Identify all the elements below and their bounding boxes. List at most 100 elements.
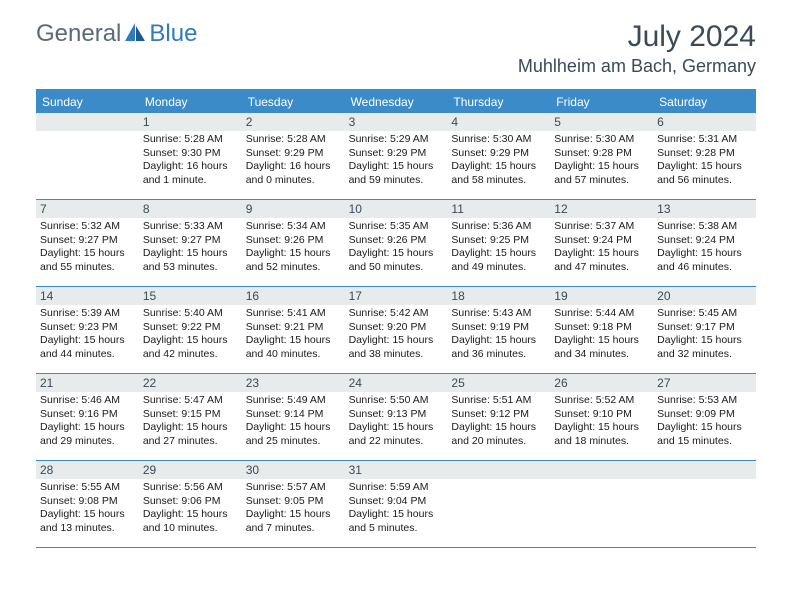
day-number: 6 <box>653 113 756 131</box>
daylight-text: Daylight: 15 hours and 15 minutes. <box>657 421 752 448</box>
sunset-text: Sunset: 9:23 PM <box>40 321 135 335</box>
day-cell: 7Sunrise: 5:32 AMSunset: 9:27 PMDaylight… <box>36 200 139 286</box>
sunrise-text: Sunrise: 5:50 AM <box>349 394 444 408</box>
day-cell: 14Sunrise: 5:39 AMSunset: 9:23 PMDayligh… <box>36 287 139 373</box>
day-cell: 1Sunrise: 5:28 AMSunset: 9:30 PMDaylight… <box>139 113 242 199</box>
daylight-text: Daylight: 16 hours and 1 minute. <box>143 160 238 187</box>
day-cell: 5Sunrise: 5:30 AMSunset: 9:28 PMDaylight… <box>550 113 653 199</box>
day-number: 10 <box>345 200 448 218</box>
daylight-text: Daylight: 15 hours and 5 minutes. <box>349 508 444 535</box>
empty-day-header <box>447 461 550 479</box>
week-row: 28Sunrise: 5:55 AMSunset: 9:08 PMDayligh… <box>36 461 756 548</box>
sunset-text: Sunset: 9:13 PM <box>349 408 444 422</box>
sunrise-text: Sunrise: 5:49 AM <box>246 394 341 408</box>
sunrise-text: Sunrise: 5:42 AM <box>349 307 444 321</box>
daylight-text: Daylight: 15 hours and 40 minutes. <box>246 334 341 361</box>
empty-day-header <box>36 113 139 131</box>
sunset-text: Sunset: 9:16 PM <box>40 408 135 422</box>
sunset-text: Sunset: 9:27 PM <box>40 234 135 248</box>
day-number: 18 <box>447 287 550 305</box>
day-cell: 27Sunrise: 5:53 AMSunset: 9:09 PMDayligh… <box>653 374 756 460</box>
day-number: 1 <box>139 113 242 131</box>
daylight-text: Daylight: 15 hours and 49 minutes. <box>451 247 546 274</box>
day-number: 23 <box>242 374 345 392</box>
sunset-text: Sunset: 9:26 PM <box>349 234 444 248</box>
day-number: 12 <box>550 200 653 218</box>
day-details: Sunrise: 5:51 AMSunset: 9:12 PMDaylight:… <box>447 392 550 453</box>
week-row: 21Sunrise: 5:46 AMSunset: 9:16 PMDayligh… <box>36 374 756 461</box>
day-number: 16 <box>242 287 345 305</box>
sunrise-text: Sunrise: 5:39 AM <box>40 307 135 321</box>
sunrise-text: Sunrise: 5:51 AM <box>451 394 546 408</box>
logo: General Blue <box>36 20 197 48</box>
day-cell: 26Sunrise: 5:52 AMSunset: 9:10 PMDayligh… <box>550 374 653 460</box>
day-cell: 6 Sunrise: 5:31 AMSunset: 9:28 PMDaylight… <box>653 113 756 199</box>
day-details: Sunrise: 5:42 AMSunset: 9:20 PMDaylight:… <box>345 305 448 366</box>
daylight-text: Daylight: 15 hours and 27 minutes. <box>143 421 238 448</box>
sunrise-text: Sunrise: 5:56 AM <box>143 481 238 495</box>
day-cell <box>36 113 139 199</box>
day-cell: 11Sunrise: 5:36 AMSunset: 9:25 PMDayligh… <box>447 200 550 286</box>
daylight-text: Daylight: 15 hours and 13 minutes. <box>40 508 135 535</box>
sunrise-text: Sunrise: 5:31 AM <box>657 133 752 147</box>
day-number: 29 <box>139 461 242 479</box>
day-cell: 20Sunrise: 5:45 AMSunset: 9:17 PMDayligh… <box>653 287 756 373</box>
daylight-text: Daylight: 15 hours and 32 minutes. <box>657 334 752 361</box>
day-number: 17 <box>345 287 448 305</box>
daylight-text: Daylight: 15 hours and 7 minutes. <box>246 508 341 535</box>
day-cell: 31Sunrise: 5:59 AMSunset: 9:04 PMDayligh… <box>345 461 448 547</box>
day-details: Sunrise: 5:40 AMSunset: 9:22 PMDaylight:… <box>139 305 242 366</box>
sunset-text: Sunset: 9:17 PM <box>657 321 752 335</box>
day-details: Sunrise: 5:44 AMSunset: 9:18 PMDaylight:… <box>550 305 653 366</box>
weekday-header: Friday <box>550 91 653 113</box>
calendar: Sunday Monday Tuesday Wednesday Thursday… <box>36 89 756 548</box>
day-cell: 19Sunrise: 5:44 AMSunset: 9:18 PMDayligh… <box>550 287 653 373</box>
day-number: 3 <box>345 113 448 131</box>
daylight-text: Daylight: 15 hours and 10 minutes. <box>143 508 238 535</box>
day-cell: 22Sunrise: 5:47 AMSunset: 9:15 PMDayligh… <box>139 374 242 460</box>
daylight-text: Daylight: 15 hours and 18 minutes. <box>554 421 649 448</box>
day-number: 8 <box>139 200 242 218</box>
day-cell: 10Sunrise: 5:35 AMSunset: 9:26 PMDayligh… <box>345 200 448 286</box>
daylight-text: Daylight: 15 hours and 44 minutes. <box>40 334 135 361</box>
week-row: 14Sunrise: 5:39 AMSunset: 9:23 PMDayligh… <box>36 287 756 374</box>
daylight-text: Daylight: 15 hours and 56 minutes. <box>657 160 752 187</box>
day-cell <box>550 461 653 547</box>
day-details: Sunrise: 5:49 AMSunset: 9:14 PMDaylight:… <box>242 392 345 453</box>
sunset-text: Sunset: 9:14 PM <box>246 408 341 422</box>
day-cell: 3Sunrise: 5:29 AMSunset: 9:29 PMDaylight… <box>345 113 448 199</box>
sunset-text: Sunset: 9:10 PM <box>554 408 649 422</box>
sunset-text: Sunset: 9:22 PM <box>143 321 238 335</box>
day-number: 13 <box>653 200 756 218</box>
daylight-text: Daylight: 15 hours and 58 minutes. <box>451 160 546 187</box>
sunset-text: Sunset: 9:27 PM <box>143 234 238 248</box>
day-cell: 16Sunrise: 5:41 AMSunset: 9:21 PMDayligh… <box>242 287 345 373</box>
day-cell: 30Sunrise: 5:57 AMSunset: 9:05 PMDayligh… <box>242 461 345 547</box>
sunset-text: Sunset: 9:08 PM <box>40 495 135 509</box>
day-details: Sunrise: 5:38 AMSunset: 9:24 PMDaylight:… <box>653 218 756 279</box>
day-number: 25 <box>447 374 550 392</box>
sunset-text: Sunset: 9:09 PM <box>657 408 752 422</box>
month-title: July 2024 <box>518 20 756 54</box>
day-details: Sunrise: 5:57 AMSunset: 9:05 PMDaylight:… <box>242 479 345 540</box>
day-details: Sunrise: 5:33 AMSunset: 9:27 PMDaylight:… <box>139 218 242 279</box>
sunset-text: Sunset: 9:25 PM <box>451 234 546 248</box>
day-number: 31 <box>345 461 448 479</box>
sunrise-text: Sunrise: 5:44 AM <box>554 307 649 321</box>
day-number: 24 <box>345 374 448 392</box>
day-number: 15 <box>139 287 242 305</box>
daylight-text: Daylight: 15 hours and 29 minutes. <box>40 421 135 448</box>
day-number: 7 <box>36 200 139 218</box>
weekday-header-row: Sunday Monday Tuesday Wednesday Thursday… <box>36 91 756 113</box>
empty-day-header <box>653 461 756 479</box>
day-details: Sunrise: 5:30 AMSunset: 9:29 PMDaylight:… <box>447 131 550 192</box>
day-details: Sunrise: 5:34 AMSunset: 9:26 PMDaylight:… <box>242 218 345 279</box>
sunset-text: Sunset: 9:29 PM <box>246 147 341 161</box>
sunset-text: Sunset: 9:28 PM <box>657 147 752 161</box>
day-number: 4 <box>447 113 550 131</box>
sunset-text: Sunset: 9:30 PM <box>143 147 238 161</box>
sunrise-text: Sunrise: 5:34 AM <box>246 220 341 234</box>
day-cell: 29Sunrise: 5:56 AMSunset: 9:06 PMDayligh… <box>139 461 242 547</box>
weekday-header: Tuesday <box>242 91 345 113</box>
day-details: Sunrise: 5:47 AMSunset: 9:15 PMDaylight:… <box>139 392 242 453</box>
